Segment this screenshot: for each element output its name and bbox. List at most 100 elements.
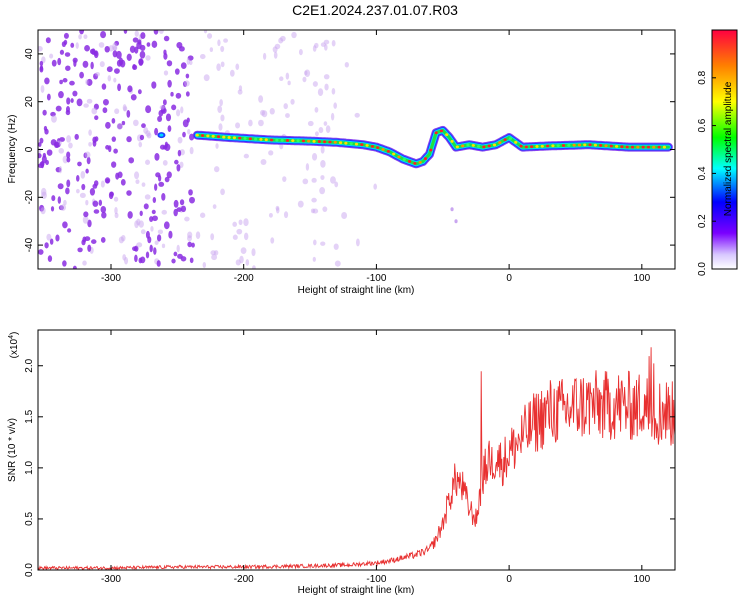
x-tick-label: 0 (506, 574, 512, 585)
noise-speck (220, 188, 225, 196)
noise-speck (313, 239, 317, 246)
ridge-hotspot (599, 144, 603, 147)
noise-speck (220, 61, 225, 68)
noise-speck (38, 249, 44, 255)
noise-speck (57, 57, 62, 66)
noise-speck (105, 178, 110, 184)
ridge-hotspot (445, 133, 449, 137)
noise-speck (176, 164, 181, 172)
noise-speck (44, 77, 50, 85)
ridge-hotspot (450, 139, 454, 143)
noise-speck (62, 260, 67, 267)
noise-speck (287, 80, 291, 86)
noise-speck (132, 246, 138, 252)
noise-speck (180, 256, 187, 262)
noise-speck (51, 115, 57, 123)
noise-speck (252, 265, 256, 269)
noise-speck (145, 55, 151, 61)
noise-speck (46, 149, 53, 156)
x-tick-label: 100 (633, 574, 650, 585)
noise-speck (138, 141, 143, 148)
noise-speck (138, 257, 143, 264)
noise-speck (177, 149, 182, 157)
noise-speck (70, 42, 75, 48)
noise-speck (341, 212, 348, 219)
snr-x-axis: -300 -200 -100 0 100 (101, 330, 651, 585)
spectrogram-x-axis: -300 -200 -100 0 100 (101, 30, 651, 284)
ridge-hotspot (487, 144, 491, 148)
ridge-hotspot (269, 138, 274, 142)
y-tick-label: 0.5 (24, 512, 35, 526)
noise-speck (98, 199, 103, 206)
noise-speck (126, 190, 132, 196)
snr-ylabel: SNR (10 * v/v) (7, 418, 18, 482)
noise-speck (129, 45, 136, 53)
noise-speck (84, 151, 91, 159)
colorbar-tick-label: 0.0 (697, 262, 708, 276)
ridge-hotspot (625, 145, 629, 149)
noise-speck (312, 153, 318, 161)
ridge-hotspot (227, 136, 231, 139)
noise-speck (116, 50, 122, 59)
x-tick-label: 0 (506, 273, 512, 284)
noise-speck (258, 119, 264, 127)
ridge-hotspot (466, 143, 470, 147)
noise-speck (100, 180, 105, 188)
y-tick-label: -20 (24, 190, 35, 205)
noise-speck (82, 60, 89, 68)
noise-speck (38, 147, 42, 154)
noise-speck (86, 156, 91, 165)
ridge-hotspot (577, 143, 582, 147)
noise-speck (88, 141, 92, 147)
noise-speck (92, 200, 99, 207)
noise-speck (157, 115, 163, 123)
noise-speck (85, 79, 89, 85)
noise-speck (64, 52, 71, 57)
ridge-blob (454, 219, 458, 224)
spectrogram-ylabel: Frequency (Hz) (7, 115, 18, 184)
noise-speck (238, 219, 243, 226)
noise-speck (139, 50, 146, 59)
ridge-hotspot (434, 131, 438, 135)
noise-speck (269, 108, 275, 115)
noise-speck (134, 254, 138, 263)
noise-speck (91, 107, 98, 115)
x-tick-label: -300 (101, 574, 121, 585)
ridge-hotspot (392, 152, 396, 156)
noise-speck (175, 92, 182, 99)
noise-speck (46, 93, 51, 101)
noise-speck (325, 125, 331, 133)
ridge-hotspot (216, 135, 221, 139)
ridge-hotspot (338, 141, 343, 145)
noise-speck (127, 211, 133, 219)
noise-speck (168, 230, 173, 239)
noise-speck (46, 233, 52, 241)
noise-speck (209, 47, 214, 52)
noise-speck (180, 106, 184, 114)
noise-speck (260, 158, 267, 166)
noise-speck (176, 244, 180, 253)
noise-speck (162, 160, 168, 166)
x-tick-label: -100 (366, 273, 386, 284)
noise-speck (139, 210, 143, 217)
noise-speck (51, 195, 56, 202)
noise-speck (146, 42, 151, 47)
noise-speck (62, 78, 68, 83)
noise-speck (302, 76, 307, 83)
noise-speck (176, 207, 182, 212)
noise-speck (154, 240, 159, 245)
y-tick-label: 20 (24, 96, 35, 108)
noise-speck (80, 170, 86, 179)
x-tick-label: -200 (234, 574, 254, 585)
noise-speck (319, 187, 326, 195)
noise-speck (65, 106, 70, 113)
noise-speck (145, 251, 150, 259)
ridge-hotspot (354, 142, 359, 146)
noise-speck (40, 207, 46, 215)
noise-speck (145, 105, 152, 114)
ridge-hotspot (662, 145, 666, 149)
noise-speck (79, 192, 86, 198)
noise-speck (188, 189, 193, 196)
ridge-hotspot (461, 144, 465, 148)
snr-scale-prefix: (x10 (9, 338, 20, 358)
